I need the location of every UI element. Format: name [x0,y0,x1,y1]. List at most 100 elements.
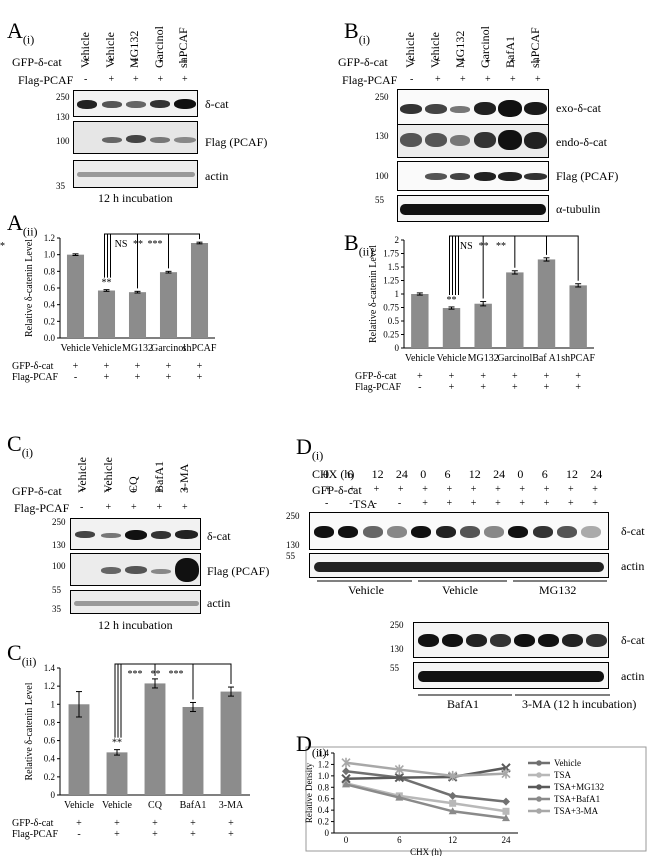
sign: + [156,502,163,513]
series-line [345,766,507,780]
panel-d-gfp-row-label: GFP-δ-cat [312,483,362,497]
panel-a-label: A(i) [7,18,35,47]
panel-b-blot-exo [397,89,549,127]
x-tick-label: MG132 [122,343,153,354]
x-tick-label: Vehicle [102,800,133,811]
x-tick-label: Baf A1 [532,353,561,364]
sign: + [543,498,550,509]
panel-a-actin-label: actin [205,169,229,183]
chart-frame [305,746,647,852]
x-tick-label: Garcinol [151,343,186,354]
bar [106,752,128,795]
panel-d-group-vehicle-2: Vehicle [442,583,478,597]
series-line [345,761,507,778]
gfp-row-label: GFP-δ-cat [12,361,54,372]
panel-c-blot-actin [70,590,201,614]
chx-value: 6 [541,467,548,481]
bar-significance: ** [112,738,122,749]
comparison-label: ** [496,241,506,252]
data-point [394,764,404,775]
sign: + [157,74,164,85]
panel-c-blot-dcat [70,518,201,550]
sign: + [449,382,455,393]
sign: - [80,502,84,513]
panel-d-group-bafa1: BafA1 [447,697,479,711]
y-axis-label: Relative δ-catenin Level [24,239,35,337]
sign: + [373,484,380,495]
panel-b-blot-endo [397,124,549,158]
y-tick-label: 0.25 [383,330,399,340]
sign: + [190,818,196,829]
legend-label: Vehicle [554,758,581,768]
panel-a-caption: 12 h incubation [98,191,173,205]
sign: + [575,382,581,393]
legend-label: TSA [554,770,572,780]
sign: + [460,74,466,85]
panel-b-flag-label: Flag (PCAF) [556,169,619,183]
data-point [341,774,351,784]
sign: + [480,371,486,382]
x-tick-label: CQ [148,800,163,811]
bar [474,303,492,348]
panel-d-blot-dcat-bottom [413,622,609,658]
panel-c-caption: 12 h incubation [98,618,173,632]
data-point [502,814,510,822]
panel-c-dcat-label: δ-cat [207,529,231,543]
sign: + [592,484,598,495]
sign: + [592,498,598,509]
legend-marker [536,772,542,778]
marker: 130 [390,644,404,654]
data-point [342,767,350,776]
panel-a-flag-row-label: Flag-PCAF [18,73,74,87]
panel-d-actin-label-top: actin [621,559,645,573]
bar [220,691,242,795]
x-tick-label: Vehicle [405,353,436,364]
sign: + [105,502,112,513]
bar [190,243,209,338]
sign: + [397,484,404,495]
legend-label: TSA+MG132 [554,782,604,792]
bar-chart-B(ii): 0 0.25 0.5 0.75 1 1.25 1.5 1.75 2 Relative δ-cate… [0,235,596,393]
y-tick-label: 0 [51,790,56,800]
y-tick-label: 1.25 [383,276,399,286]
sign: + [512,382,518,393]
panel-c-gfp-row-label: GFP-δ-cat [12,484,62,498]
marker: 250 [286,511,300,521]
sign: + [105,485,112,496]
sign: - [349,498,353,509]
panel-d-group-3ma: 3-MA (12 h incubation) [522,697,637,711]
x-axis-label: CHX (h) [410,847,442,856]
data-point [501,768,511,779]
panel-b-blot-tubulin [397,195,549,222]
y-tick-label: 0.8 [44,266,56,276]
sign: + [435,74,441,85]
y-tick-label: 1.0 [318,771,330,781]
panel-a-blot-dcat [73,90,198,117]
panel-c-actin-label: actin [207,596,231,610]
chx-value: 0 [517,467,524,481]
chx-value: 0 [420,467,427,481]
sign: - [418,382,421,393]
panel-c-flag-label: Flag (PCAF) [207,564,270,578]
sign: + [228,818,234,829]
comparison-label: ** [133,239,143,250]
legend-marker [536,796,542,802]
panel-c-flag-row-label: Flag-PCAF [14,501,70,515]
panel-a-flag-label: Flag (PCAF) [205,135,268,149]
panel-a-blot-flag [73,121,198,154]
sign: + [152,829,158,840]
bar [159,272,178,338]
sign: + [131,485,137,496]
marker: 250 [375,92,389,102]
legend-marker [536,808,542,814]
y-tick-label: 0.8 [318,782,330,792]
sign: + [422,498,428,509]
y-tick-label: 0.2 [318,817,329,827]
sign: + [108,74,115,85]
data-point [448,807,457,815]
sign: + [422,484,428,495]
bar [569,285,587,348]
y-axis-label: Relative Density [304,762,314,823]
y-tick-label: 1.75 [383,249,399,259]
sign: + [470,484,477,495]
